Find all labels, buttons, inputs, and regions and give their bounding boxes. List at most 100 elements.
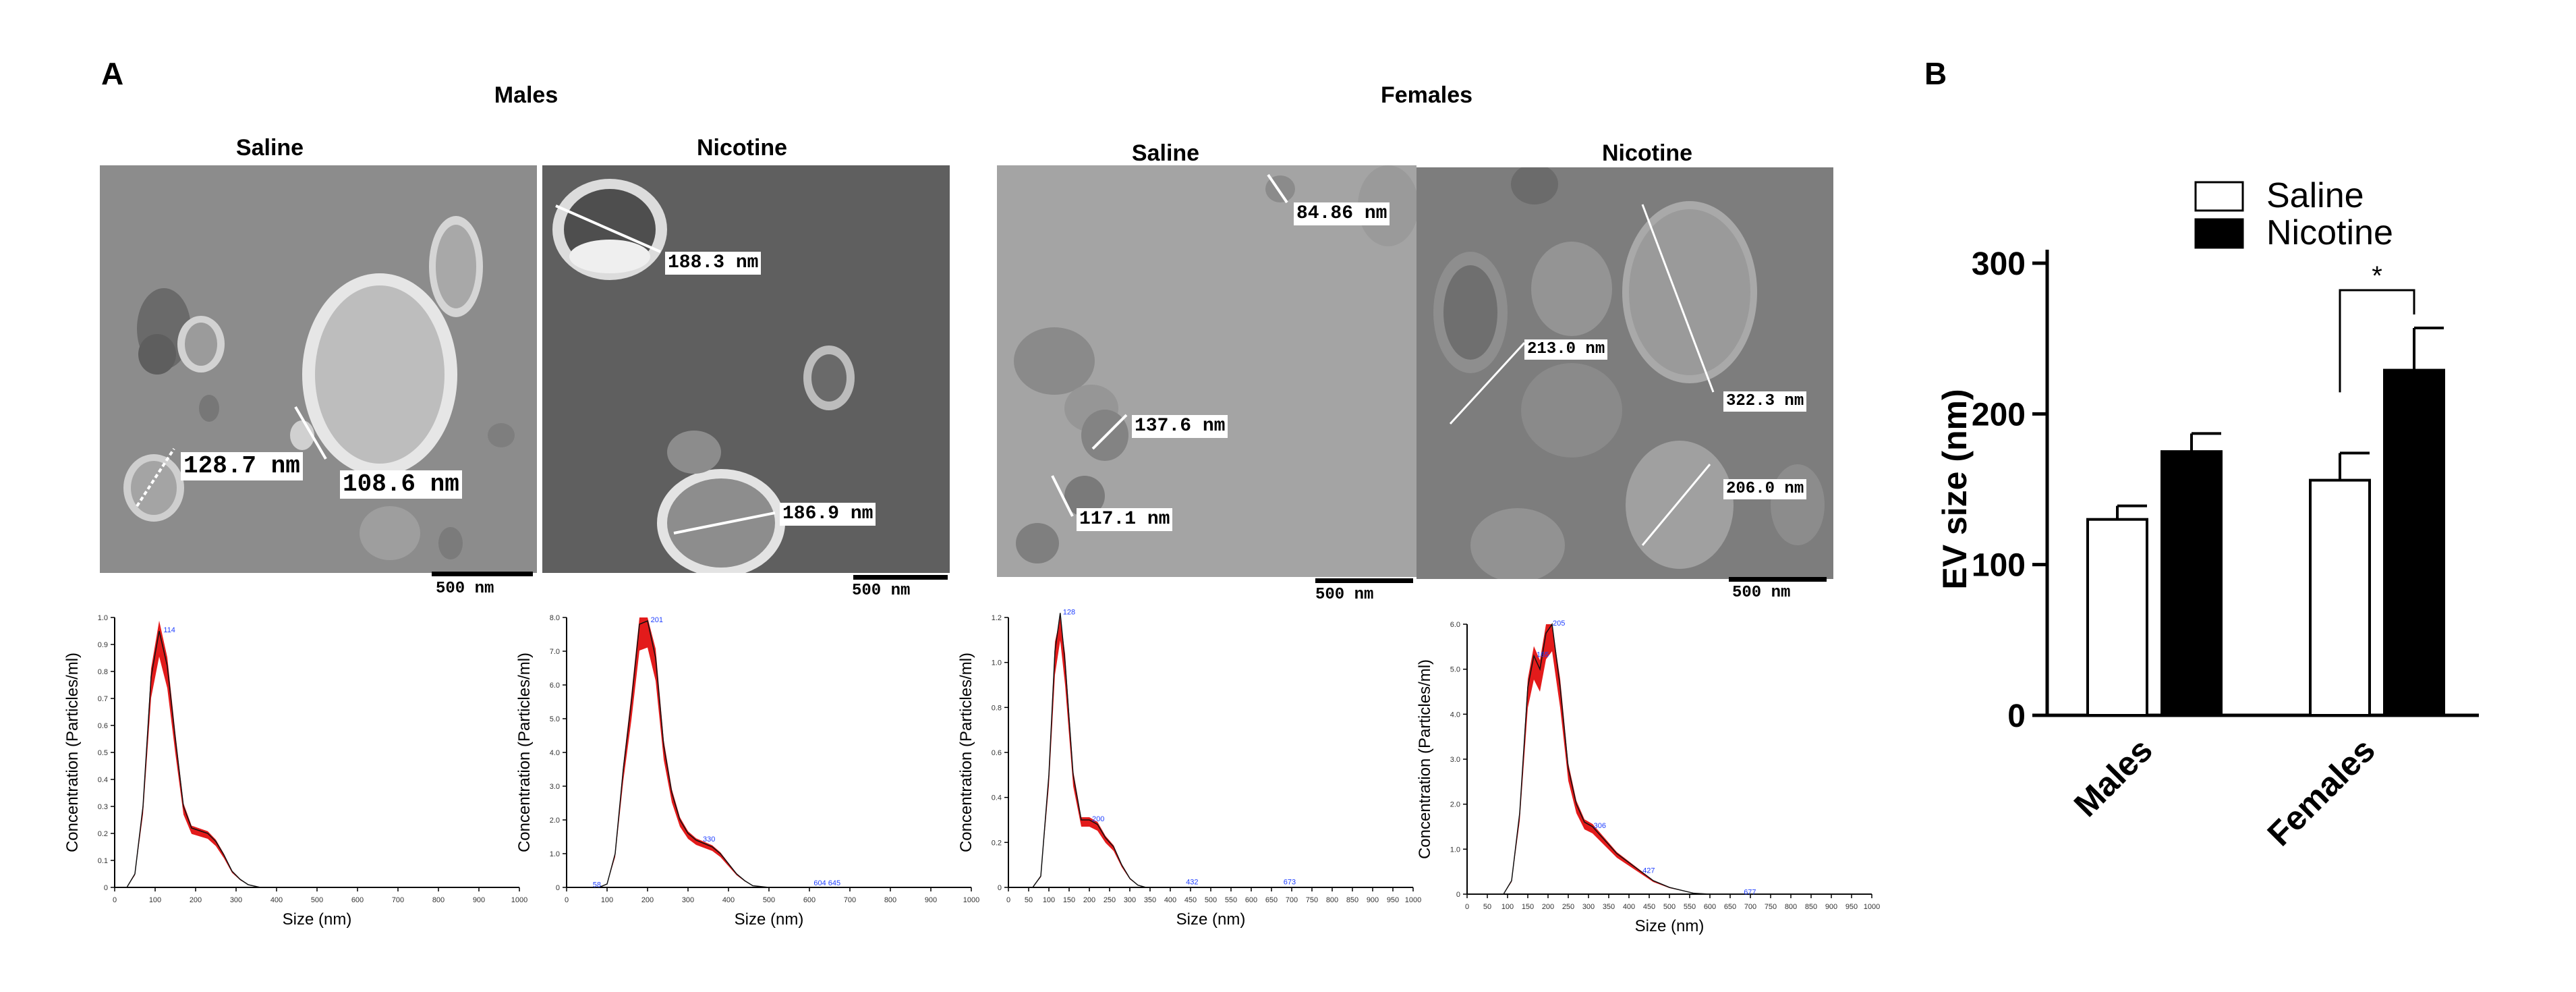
x-tick-label: 100 — [1043, 896, 1055, 904]
x-tick-label: 200 — [641, 896, 654, 904]
x-tick-label: 200 — [1083, 896, 1095, 904]
x-tick-label: 300 — [1124, 896, 1136, 904]
y-tick-label: 0.2 — [992, 839, 1002, 847]
x-axis-title: Size (nm) — [735, 910, 804, 929]
x-tick-label: Males — [2067, 731, 2160, 824]
x-axis-title: Size (nm) — [1635, 917, 1705, 935]
scale-bar — [853, 575, 948, 580]
distribution-line — [1008, 613, 1413, 888]
y-tick-label: 0 — [998, 884, 1002, 892]
x-tick-label: 450 — [1643, 903, 1655, 911]
y-tick-label: 0.4 — [98, 776, 108, 784]
x-tick-label: 600 — [351, 896, 364, 904]
y-tick-label: 0.4 — [992, 794, 1002, 802]
peak-label: 205 — [1553, 619, 1565, 628]
nta-chart-females-nicotine: 0 50 100 150 200 250 300 350 400 450 500 550 600 650 7… — [1413, 611, 1885, 941]
y-tick-label: 1.2 — [992, 614, 1002, 622]
x-tick-label: 550 — [1225, 896, 1237, 904]
x-tick-label: Females — [2260, 731, 2382, 853]
y-axis-title: EV size (nm) — [1936, 389, 1974, 589]
x-tick-label: 1000 — [1864, 903, 1880, 911]
x-tick-label: 1000 — [511, 896, 527, 904]
x-tick-label: 800 — [1785, 903, 1797, 911]
x-tick-label: 500 — [763, 896, 775, 904]
x-tick-label: 750 — [1306, 896, 1318, 904]
peak-label: 165 — [1537, 651, 1549, 659]
peak-label: 201 — [651, 616, 663, 624]
error-band — [115, 620, 519, 887]
y-tick-label: 5.0 — [1450, 666, 1460, 674]
y-axis-title: Concentration (Particles/ml) — [515, 653, 534, 852]
error-band — [1008, 617, 1413, 887]
em-micrograph-females-saline: 84.86 nm 137.6 nm 117.1 nm — [997, 165, 1416, 577]
error-band — [567, 617, 971, 887]
y-tick-label: 1.0 — [1450, 846, 1460, 854]
x-tick-label: 350 — [1144, 896, 1156, 904]
em-1-condition: Saline — [235, 135, 304, 161]
x-tick-label: 600 — [1704, 903, 1716, 911]
x-tick-label: 250 — [1562, 903, 1574, 911]
x-tick-label: 0 — [113, 896, 117, 904]
em-micrograph-males-saline: 128.7 nm 108.6 nm — [100, 165, 537, 573]
y-tick-label: 2.0 — [550, 817, 560, 825]
scale-bar-label: 500 nm — [436, 580, 494, 598]
em-micrograph-females-nicotine: 213.0 nm 322.3 nm 206.0 nm — [1416, 167, 1833, 579]
peak-label: 432 — [1186, 878, 1198, 886]
measurement-label: 84.86 nm — [1294, 202, 1390, 225]
panel-b-label: B — [1924, 56, 1947, 91]
x-tick-label: 400 — [1164, 896, 1176, 904]
y-tick-label: 1.0 — [98, 614, 108, 622]
y-tick-label: 4.0 — [1450, 711, 1460, 719]
measurement-label: 322.3 nm — [1723, 391, 1807, 412]
nta-chart-males-saline: 0 100 200 300 400 500 600 700 800 900 1000 0 0.1 0.2 0… — [61, 604, 533, 935]
y-tick-label: 0.1 — [98, 857, 108, 865]
x-tick-label: 650 — [1265, 896, 1278, 904]
x-tick-label: 400 — [1623, 903, 1635, 911]
em-micrograph-males-nicotine: 188.3 nm 186.9 nm — [542, 165, 950, 573]
x-tick-label: 850 — [1805, 903, 1817, 911]
x-tick-label: 50 — [1025, 896, 1033, 904]
x-tick-label: 100 — [1501, 903, 1514, 911]
x-tick-label: 150 — [1522, 903, 1534, 911]
peak-label: 677 — [1744, 889, 1756, 897]
x-tick-label: 900 — [1367, 896, 1379, 904]
x-tick-label: 1000 — [963, 896, 979, 904]
y-tick-label: 0.3 — [98, 803, 108, 811]
peak-label: 673 — [1284, 878, 1296, 886]
x-tick-label: 300 — [682, 896, 694, 904]
y-tick-label: 3.0 — [1450, 756, 1460, 764]
x-tick-label: 200 — [190, 896, 202, 904]
legend-label: Nicotine — [2266, 213, 2393, 252]
x-tick-label: 800 — [1326, 896, 1338, 904]
y-tick-label: 6.0 — [1450, 621, 1460, 629]
x-tick-label: 300 — [1582, 903, 1595, 911]
x-tick-label: 600 — [803, 896, 815, 904]
females-title: Females — [1380, 82, 1473, 108]
x-tick-label: 500 — [1663, 903, 1676, 911]
em-4-condition: Nicotine — [1601, 140, 1693, 166]
x-tick-label: 600 — [1245, 896, 1257, 904]
x-tick-label: 700 — [844, 896, 856, 904]
x-tick-label: 100 — [601, 896, 613, 904]
measurement-label: 186.9 nm — [780, 503, 876, 526]
y-tick-label: 0 — [104, 884, 108, 892]
legend-swatch — [2194, 181, 2244, 212]
measurement-label: 188.3 nm — [665, 252, 762, 275]
x-tick-label: 0 — [1006, 896, 1010, 904]
scale-bar — [1315, 578, 1413, 583]
x-tick-label: 800 — [432, 896, 445, 904]
x-tick-label: 500 — [311, 896, 323, 904]
panel-a-label: A — [101, 56, 124, 91]
x-tick-label: 700 — [1286, 896, 1298, 904]
scale-bar-label: 500 nm — [1315, 586, 1374, 604]
measurement-label: 128.7 nm — [181, 452, 303, 480]
y-tick-label: 8.0 — [550, 614, 560, 622]
x-tick-label: 400 — [270, 896, 283, 904]
significance-label: * — [2372, 261, 2382, 291]
y-tick-label: 3.0 — [550, 783, 560, 791]
x-tick-label: 950 — [1387, 896, 1399, 904]
x-tick-label: 150 — [1063, 896, 1075, 904]
legend-label: Saline — [2266, 176, 2364, 215]
scale-bar — [1729, 577, 1827, 582]
distribution-line — [115, 630, 519, 888]
